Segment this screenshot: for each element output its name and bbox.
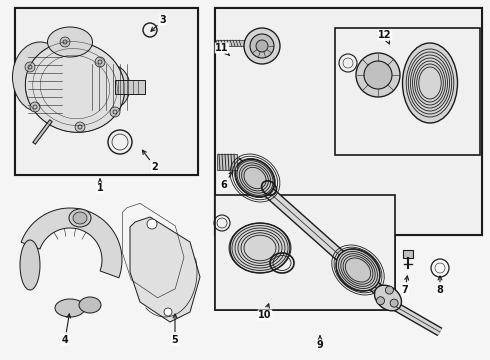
Bar [335,28,480,155]
Text: 2: 2 [143,150,158,172]
Bar [215,8,482,235]
Text: 9: 9 [317,336,323,350]
Text: 5: 5 [172,314,178,345]
Bar [335,28,480,155]
Circle shape [110,107,120,117]
Bar [217,154,237,170]
Bar [403,250,413,258]
Circle shape [256,40,268,52]
Bar [216,40,248,46]
Ellipse shape [230,223,290,273]
Bar [215,8,482,235]
Polygon shape [130,217,200,322]
Ellipse shape [48,27,93,57]
Circle shape [95,57,105,67]
Ellipse shape [402,43,458,123]
Circle shape [60,37,70,47]
Text: 11: 11 [215,43,229,55]
Text: 3: 3 [151,15,167,31]
Ellipse shape [236,159,274,197]
Circle shape [356,53,400,97]
Ellipse shape [25,42,124,132]
Ellipse shape [374,285,401,311]
Circle shape [30,102,40,112]
Circle shape [390,299,398,307]
Ellipse shape [336,249,380,291]
Ellipse shape [90,64,130,109]
Ellipse shape [20,240,40,290]
Circle shape [147,219,157,229]
Ellipse shape [73,212,87,224]
Bar [215,195,395,310]
Bar [15,8,198,175]
Text: 10: 10 [258,304,272,320]
Bar [15,8,198,175]
Bar [115,80,145,94]
Text: 8: 8 [437,276,443,295]
Text: 12: 12 [378,30,392,44]
Circle shape [244,28,280,64]
Ellipse shape [13,42,68,112]
Text: 1: 1 [97,179,103,193]
Circle shape [386,286,393,294]
Polygon shape [21,208,122,278]
Bar [215,195,395,310]
Circle shape [250,34,274,58]
Text: 6: 6 [220,171,233,190]
Ellipse shape [69,209,91,227]
Ellipse shape [55,299,85,317]
Circle shape [25,62,35,72]
Ellipse shape [79,297,101,313]
Circle shape [164,308,172,316]
Circle shape [75,122,85,132]
Text: 4: 4 [62,314,71,345]
Text: 7: 7 [402,276,409,295]
Circle shape [364,61,392,89]
Circle shape [376,297,385,305]
